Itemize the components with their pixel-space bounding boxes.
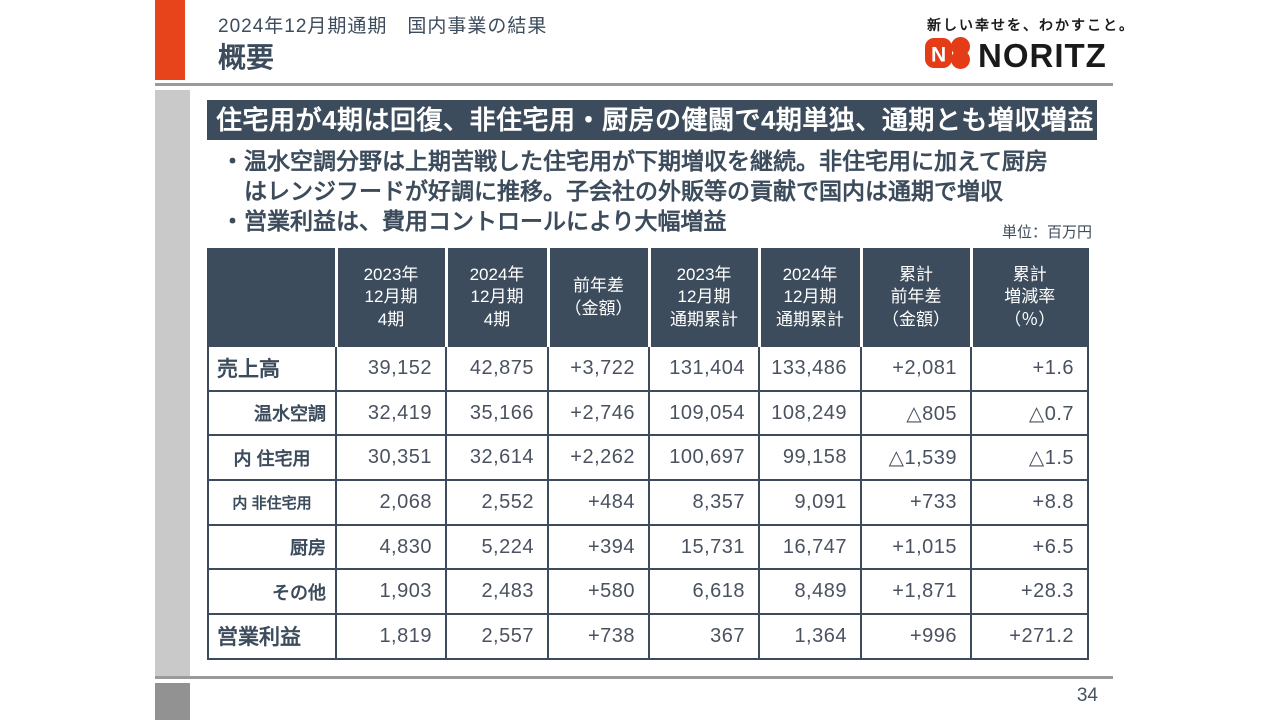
table-row: 売上高 39,152 42,875 +3,722 131,404 133,486… [207,345,1089,392]
headline-banner: 住宅用が4期は回復、非住宅用・厨房の健闘で4期単独、通期とも増収増益 [207,100,1097,140]
table-cell: △1.5 [970,434,1089,482]
table-cell: +484 [547,479,650,526]
table-header-cell: 2023年 12月期 通期累計 [647,249,759,346]
table-cell: +3,722 [547,345,650,392]
row-label: 厨房 [207,523,337,571]
table-header-cell: 前年差 （金額） [546,249,649,346]
slide-subtitle: 2024年12月期通期 国内事業の結果 [218,16,548,37]
table-cell: 1,819 [335,613,447,660]
row-label: 売上高 [207,345,337,392]
table-cell: 35,166 [445,389,549,437]
table-cell: 42,875 [445,345,549,392]
table-cell: +2,262 [547,434,650,482]
table-cell: 9,091 [758,479,862,526]
table-cell: 99,158 [758,434,862,482]
table-cell: 2,557 [445,613,549,660]
table-cell: 133,486 [758,345,862,392]
page-title: 概要 [218,42,275,73]
page-number: 34 [1076,685,1098,706]
brand-tagline: 新しい幸せを、わかすこと。 [927,19,1135,34]
table-header-cell: 累計 増減率 （％） [969,249,1088,346]
unit-note: 単位：百万円 [1001,224,1092,241]
table-cell: +1,871 [860,568,972,616]
table-cell: +1,015 [860,523,972,571]
table-cell: △0.7 [970,389,1089,437]
table-cell: +28.3 [970,568,1089,616]
table-cell: 2,552 [445,479,549,526]
bullet-line: はレンジフードが好調に推移。子会社の外販等の貢献で国内は通期で増収 [221,178,1003,204]
bullet-list: ・温水空調分野は上期苦戦した住宅用が下期増収を継続。非住宅用に加えて厨房 はレン… [221,146,1101,236]
table-row: その他 1,903 2,483 +580 6,618 8,489 +1,871 … [207,568,1089,616]
table-header-row: 2023年 12月期 4期 2024年 12月期 4期 前年差 （金額） 202… [208,249,1088,346]
table-cell: 32,614 [445,434,549,482]
table-cell: 6,618 [648,568,760,616]
table-cell: +2,081 [860,345,972,392]
table-header-cell: 2023年 12月期 4期 [334,249,446,346]
table-cell: +8.8 [970,479,1089,526]
table-cell: +996 [860,613,972,660]
footer-accent-block [155,683,190,720]
table-header-cell: 2024年 12月期 通期累計 [757,249,861,346]
table-cell: 30,351 [335,434,447,482]
table-cell: 1,903 [335,568,447,616]
table-cell: +1.6 [970,345,1089,392]
table-cell: 367 [648,613,760,660]
table-cell: 131,404 [648,345,760,392]
bullet-line: ・営業利益は、費用コントロールにより大幅増益 [221,208,727,234]
table-cell: +733 [860,479,972,526]
table-cell: 100,697 [648,434,760,482]
brand-wordmark: NORITZ [978,36,1107,74]
table-cell: 39,152 [335,345,447,392]
table-cell: △1,539 [860,434,972,482]
row-label: 温水空調 [207,389,337,437]
table-cell: 32,419 [335,389,447,437]
noritz-mark-icon: N [925,36,971,75]
table-cell: 4,830 [335,523,447,571]
table-cell: 2,483 [445,568,549,616]
table-row: 厨房 4,830 5,224 +394 15,731 16,747 +1,015… [207,523,1089,571]
table-cell: +394 [547,523,650,571]
brand-logo: N NORITZ [925,36,1107,75]
table-cell: 2,068 [335,479,447,526]
table-cell: +738 [547,613,650,660]
row-label: 内 住宅用 [207,434,337,482]
results-table: 2023年 12月期 4期 2024年 12月期 4期 前年差 （金額） 202… [207,248,1089,660]
table-row: 営業利益 1,819 2,557 +738 367 1,364 +996 +27… [207,613,1089,660]
table-row: 温水空調 32,419 35,166 +2,746 109,054 108,24… [207,389,1089,437]
table-cell: 15,731 [648,523,760,571]
row-label: 営業利益 [207,613,337,660]
row-label: その他 [207,568,337,616]
table-row: 内 非住宅用 2,068 2,552 +484 8,357 9,091 +733… [207,479,1089,526]
table-row: 内 住宅用 30,351 32,614 +2,262 100,697 99,15… [207,434,1089,482]
table-header-cell [208,249,336,346]
table-cell: +2,746 [547,389,650,437]
table-cell: 8,489 [758,568,862,616]
table-header-cell: 2024年 12月期 4期 [444,249,548,346]
footer-divider [155,676,1113,679]
table-cell: 16,747 [758,523,862,571]
table-cell: +6.5 [970,523,1089,571]
table-cell: 108,249 [758,389,862,437]
bullet-line: ・温水空調分野は上期苦戦した住宅用が下期増収を継続。非住宅用に加えて厨房 [221,148,1048,174]
svg-text:N: N [931,44,946,67]
table-cell: 5,224 [445,523,549,571]
table-cell: +271.2 [970,613,1089,660]
table-cell: △805 [860,389,972,437]
table-header-cell: 累計 前年差 （金額） [859,249,971,346]
left-side-band [155,90,190,676]
accent-bar [155,0,185,80]
header-divider [155,83,1113,86]
table-cell: 8,357 [648,479,760,526]
table-cell: +580 [547,568,650,616]
table-cell: 1,364 [758,613,862,660]
row-label: 内 非住宅用 [207,479,337,526]
table-cell: 109,054 [648,389,760,437]
